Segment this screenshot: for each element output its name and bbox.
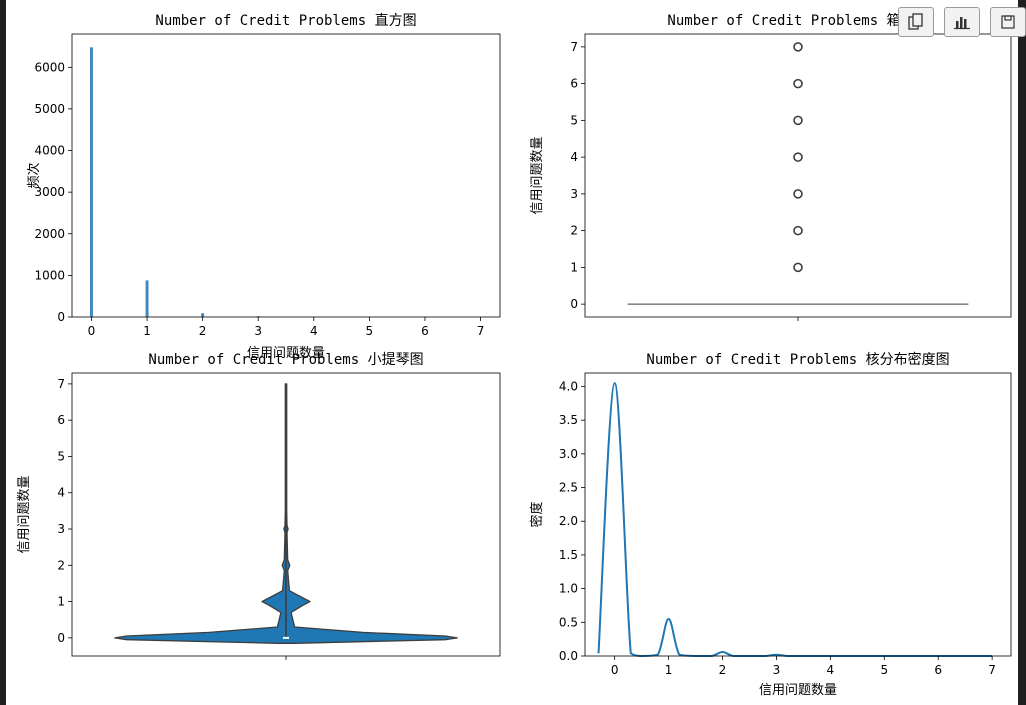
x-tick-label: 2: [719, 663, 727, 677]
y-tick-label: 5: [570, 113, 578, 127]
y-tick-label: 2: [57, 558, 65, 572]
chart-title: Number of Credit Problems 箱线图: [667, 13, 928, 29]
y-tick-label: 2000: [34, 227, 65, 241]
y-tick-label: 1: [570, 260, 578, 274]
x-tick-label: 6: [934, 663, 942, 677]
y-tick-label: 4: [570, 150, 578, 164]
y-tick-label: 4000: [34, 144, 65, 158]
y-tick-label: 3.0: [559, 447, 578, 461]
chart-title: Number of Credit Problems 核分布密度图: [646, 351, 949, 368]
x-tick-label: 6: [421, 324, 429, 338]
subplot-4: Number of Credit Problems 核分布密度图 0.0 0.5 1.…: [529, 351, 1012, 698]
y-tick-label: 5: [57, 449, 65, 463]
y-tick-label: 6000: [34, 60, 65, 74]
figure-canvas: Number of Credit Problems 直方图 0 1000 2000 30…: [6, 0, 1018, 705]
x-tick-label: 7: [477, 324, 485, 338]
x-axis-label: 信用问题数量: [759, 683, 837, 698]
copy-button[interactable]: [898, 7, 934, 37]
y-tick-label: 0: [57, 310, 65, 324]
save-icon: [1001, 15, 1015, 29]
x-tick-label: 0: [88, 324, 96, 338]
copy-icon: [908, 13, 923, 30]
subplot-2: Number of Credit Problems 箱线图 0 1 2 3 4 5 6 7 信用问…: [530, 13, 1012, 321]
outlier-point: [793, 262, 803, 273]
x-tick-label: 2: [199, 324, 207, 338]
y-tick-label: 0: [570, 297, 578, 311]
axes-frame: [584, 372, 1012, 657]
y-tick-label: 0.0: [559, 649, 578, 663]
kde-line: [597, 382, 993, 658]
bar: [145, 280, 149, 317]
y-axis-label: 密度: [529, 501, 545, 527]
x-tick-label: 7: [988, 663, 996, 677]
y-tick-label: 1: [57, 595, 65, 609]
bar: [256, 316, 260, 317]
y-tick-label: 7: [57, 377, 65, 391]
x-tick-label: 5: [880, 663, 888, 677]
x-tick-label: 3: [254, 324, 262, 338]
y-tick-label: 0.5: [559, 615, 578, 629]
x-tick-label: 5: [366, 324, 374, 338]
bar: [201, 313, 205, 317]
x-tick-label: 4: [310, 324, 318, 338]
plot-toolbar: [898, 7, 1026, 37]
y-tick-label: 0: [57, 631, 65, 645]
axes-frame: [584, 33, 1012, 318]
subplot-1: Number of Credit Problems 直方图01000200030…: [26, 12, 501, 361]
y-tick-label: 6: [570, 77, 578, 91]
chart-button[interactable]: [944, 7, 980, 37]
outlier-point: [793, 189, 803, 199]
y-tick-label: 5000: [34, 102, 65, 116]
y-tick-label: 2.5: [559, 481, 578, 495]
outlier-point: [793, 152, 803, 162]
x-tick-label: 1: [143, 324, 151, 338]
y-tick-label: 3.5: [559, 413, 578, 427]
bar: [89, 47, 93, 317]
chart-title: Number of Credit Problems 小提琴图: [148, 352, 423, 368]
subplot-3: Number of Credit Problems 小提琴图 0 1 2 3 4 5 6 7 信用…: [17, 352, 501, 660]
y-tick-label: 4.0: [559, 379, 578, 393]
y-tick-label: 1.5: [559, 548, 578, 562]
outlier-point: [793, 225, 803, 236]
x-tick-label: 0: [611, 663, 619, 677]
outlier-point: [793, 42, 803, 52]
y-axis-label: 频次: [26, 162, 42, 188]
y-tick-label: 4: [57, 486, 65, 500]
y-axis-label: 信用问题数量: [17, 475, 32, 553]
y-tick-label: 3: [570, 187, 578, 201]
outlier-point: [793, 115, 803, 126]
x-tick-label: 3: [773, 663, 781, 677]
x-axis-label: 信用问题数量: [247, 346, 325, 361]
y-tick-label: 2.0: [559, 514, 578, 528]
y-axis-label: 信用问题数量: [530, 136, 545, 214]
y-tick-label: 1.0: [559, 582, 578, 596]
x-tick-label: 1: [665, 663, 673, 677]
x-tick-label: 4: [827, 663, 835, 677]
y-tick-label: 7: [570, 40, 578, 54]
y-tick-label: 1000: [34, 268, 65, 282]
outlier-point: [793, 78, 803, 89]
axes-frame: [71, 33, 501, 318]
y-tick-label: 6: [57, 413, 65, 427]
figure: Number of Credit Problems 直方图01000200030…: [17, 12, 1012, 698]
y-tick-label: 3000: [34, 185, 65, 199]
bar-chart-icon: [954, 17, 970, 30]
y-tick-label: 3: [57, 522, 65, 536]
y-tick-label: 2: [570, 224, 578, 238]
chart-title: Number of Credit Problems 直方图: [155, 12, 416, 29]
save-button[interactable]: [990, 7, 1026, 37]
